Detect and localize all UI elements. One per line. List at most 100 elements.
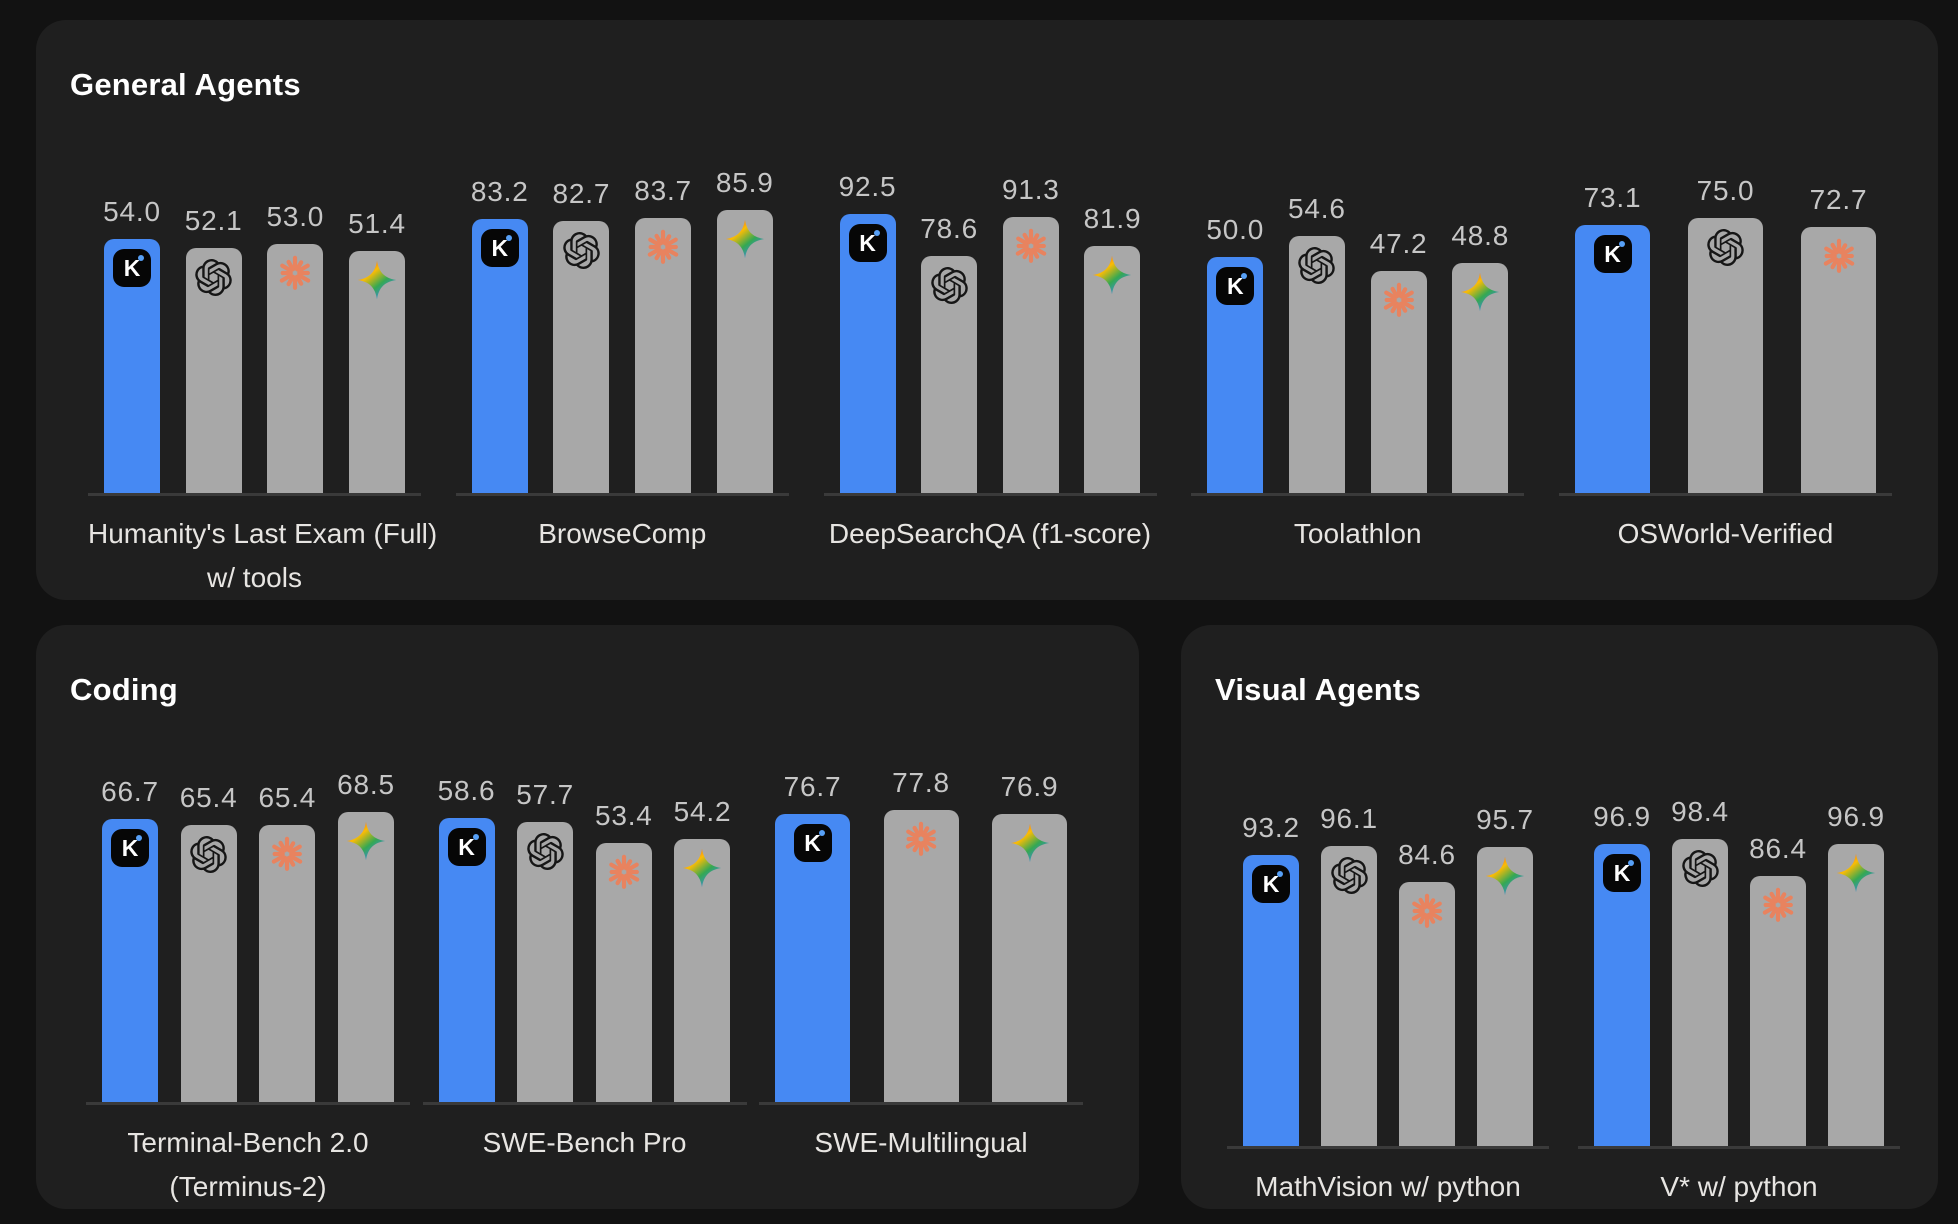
bar-value-label: 98.4 bbox=[1671, 796, 1729, 827]
gemini-icon bbox=[357, 260, 397, 300]
panel-coding: Coding 66.7 K 65.4 65.4 68.5 Terminal-Bench 2… bbox=[36, 625, 1139, 1209]
bar-value-label: 54.0 bbox=[103, 196, 161, 227]
kimi-score-bar: 96.9 K bbox=[1593, 801, 1650, 1146]
bar-value-label: 82.7 bbox=[552, 178, 611, 209]
kimi-logo: K bbox=[447, 828, 486, 866]
kimi-icon: K bbox=[1602, 853, 1642, 893]
benchmark-label-line1: Toolathlon bbox=[1293, 518, 1422, 549]
visual-agents-chart: 93.2 K 96.1 84.6 95.7 MathVision w/ python 96.… bbox=[1227, 781, 1900, 1209]
kimi-score-bar: 83.2 K bbox=[471, 176, 528, 493]
anthropic-score-bar: 83.7 bbox=[634, 175, 691, 493]
kimi-score-bar: 93.2 K bbox=[1242, 812, 1299, 1146]
bar-value-label: 51.4 bbox=[348, 208, 406, 239]
bar-plot: 93.2 K 96.1 84.6 95.7 bbox=[1227, 781, 1549, 1149]
benchmark-label: Humanity's Last Exam (Full) w/ tools bbox=[88, 496, 438, 600]
openai-icon bbox=[189, 834, 229, 874]
benchmark-label-line1: MathVision w/ python bbox=[1255, 1171, 1521, 1202]
kimi-icon: K bbox=[848, 223, 888, 263]
bar-value-label: 65.4 bbox=[258, 782, 317, 813]
kimi-logo: K bbox=[1593, 235, 1632, 273]
kimi-logo: K bbox=[1603, 854, 1641, 892]
anthropic-score-bar: 53.4 bbox=[595, 800, 652, 1102]
benchmark-label-line1: SWE-Multilingual bbox=[814, 1127, 1028, 1158]
bar-value-label: 73.1 bbox=[1583, 182, 1642, 213]
bar-value-label: 53.0 bbox=[266, 201, 325, 232]
kimi-icon: K bbox=[112, 248, 152, 288]
kimi-score-bar: 76.7 K bbox=[775, 771, 850, 1102]
bar-value-label: 96.1 bbox=[1320, 803, 1378, 834]
bar-value-label: 72.7 bbox=[1809, 184, 1868, 215]
bar-plot: 96.9 K 98.4 86.4 96.9 bbox=[1578, 781, 1900, 1149]
benchmark-label: MathVision w/ python bbox=[1227, 1149, 1549, 1209]
kimi-score-bar: 54.0 K bbox=[103, 196, 160, 493]
gemini-icon bbox=[682, 848, 722, 888]
bar-value-label: 86.4 bbox=[1749, 833, 1807, 864]
benchmark-label-line1: V* w/ python bbox=[1660, 1171, 1818, 1202]
bar-value-label: 96.9 bbox=[1593, 801, 1651, 832]
kimi-score-bar: 73.1 K bbox=[1575, 182, 1650, 493]
kimi-score-bar: 50.0 K bbox=[1206, 214, 1263, 493]
general-agents-chart: 54.0 K 52.1 53.0 51.4 Humanity's Last Exam (F… bbox=[88, 148, 1892, 600]
benchmark-label-line1: Terminal-Bench 2.0 bbox=[127, 1127, 369, 1158]
openai-score-bar: 98.4 bbox=[1671, 796, 1728, 1146]
kimi-icon: K bbox=[793, 823, 833, 863]
kimi-score-bar: 58.6 K bbox=[438, 775, 495, 1102]
benchmark-label: SWE-Bench Pro bbox=[423, 1105, 747, 1165]
gemini-score-bar: 68.5 bbox=[337, 769, 394, 1102]
gemini-score-bar: 48.8 bbox=[1451, 220, 1508, 493]
bar-plot: 76.7 K 77.8 76.9 bbox=[759, 737, 1083, 1105]
bar-plot: 66.7 K 65.4 65.4 68.5 bbox=[86, 737, 410, 1105]
anthropic-icon bbox=[275, 253, 315, 293]
bar-plot: 92.5 K 78.6 91.3 81.9 bbox=[823, 148, 1157, 496]
gemini-score-bar: 85.9 bbox=[716, 167, 773, 493]
openai-score-bar: 75.0 bbox=[1688, 175, 1763, 493]
anthropic-score-bar: 72.7 bbox=[1801, 184, 1876, 493]
kimi-logo: K bbox=[480, 229, 519, 267]
benchmark-label: BrowseComp bbox=[456, 496, 789, 556]
kimi-icon: K bbox=[1593, 234, 1633, 274]
benchmark-label-line1: DeepSearchQA (f1-score) bbox=[828, 518, 1152, 549]
bar-value-label: 96.9 bbox=[1827, 801, 1885, 832]
kimi-logo: K bbox=[1216, 267, 1255, 305]
gemini-score-bar: 76.9 bbox=[992, 771, 1067, 1102]
kimi-logo-dot bbox=[472, 834, 479, 840]
bar-value-label: 52.1 bbox=[184, 205, 243, 236]
benchmark-group: 93.2 K 96.1 84.6 95.7 MathVision w/ python bbox=[1227, 781, 1549, 1209]
bar-value-label: 77.8 bbox=[892, 767, 950, 798]
kimi-score-bar: 92.5 K bbox=[839, 171, 896, 493]
benchmark-label-line1: OSWorld-Verified bbox=[1617, 518, 1834, 549]
panel-title-visual-agents: Visual Agents bbox=[1215, 672, 1421, 707]
bar-value-label: 85.9 bbox=[715, 167, 774, 198]
bar-value-label: 68.5 bbox=[337, 769, 395, 800]
bar-value-label: 57.7 bbox=[516, 779, 575, 810]
benchmark-group: 83.2 K 82.7 83.7 85.9 BrowseComp bbox=[455, 148, 789, 600]
anthropic-score-bar: 53.0 bbox=[266, 201, 323, 493]
bar-value-label: 54.6 bbox=[1288, 193, 1346, 224]
benchmark-label: DeepSearchQA (f1-score) bbox=[824, 496, 1157, 556]
bar-value-label: 58.6 bbox=[437, 775, 496, 806]
kimi-logo: K bbox=[111, 829, 149, 867]
bar-value-label: 93.2 bbox=[1242, 812, 1300, 843]
benchmark-label: Terminal-Bench 2.0 (Terminus-2) bbox=[86, 1105, 410, 1209]
gemini-icon bbox=[1836, 853, 1876, 893]
kimi-icon: K bbox=[1215, 266, 1255, 306]
gemini-score-bar: 54.2 bbox=[674, 796, 731, 1102]
kimi-logo-dot bbox=[1618, 241, 1625, 247]
bar-value-label: 83.2 bbox=[470, 176, 529, 207]
bar-value-label: 95.7 bbox=[1476, 804, 1534, 835]
bar-value-label: 91.3 bbox=[1001, 174, 1060, 205]
panel-title-general-agents: General Agents bbox=[70, 67, 301, 102]
kimi-icon: K bbox=[1251, 864, 1291, 904]
benchmark-group: 76.7 K 77.8 76.9 SWE-Multilingual bbox=[759, 737, 1083, 1209]
bar-plot: 73.1 K 75.0 72.7 bbox=[1559, 148, 1892, 496]
gemini-icon bbox=[725, 219, 765, 259]
benchmark-label-line1: BrowseComp bbox=[538, 518, 707, 549]
benchmark-group: 96.9 K 98.4 86.4 96.9 V* w/ python bbox=[1578, 781, 1900, 1209]
kimi-logo: K bbox=[113, 249, 151, 287]
anthropic-icon bbox=[1758, 885, 1798, 925]
benchmark-group: 92.5 K 78.6 91.3 81.9 DeepSearchQA (f1-score) bbox=[823, 148, 1157, 600]
benchmark-label-line1: Humanity's Last Exam (Full) bbox=[88, 518, 438, 549]
kimi-icon: K bbox=[480, 228, 520, 268]
anthropic-icon bbox=[1379, 280, 1419, 320]
